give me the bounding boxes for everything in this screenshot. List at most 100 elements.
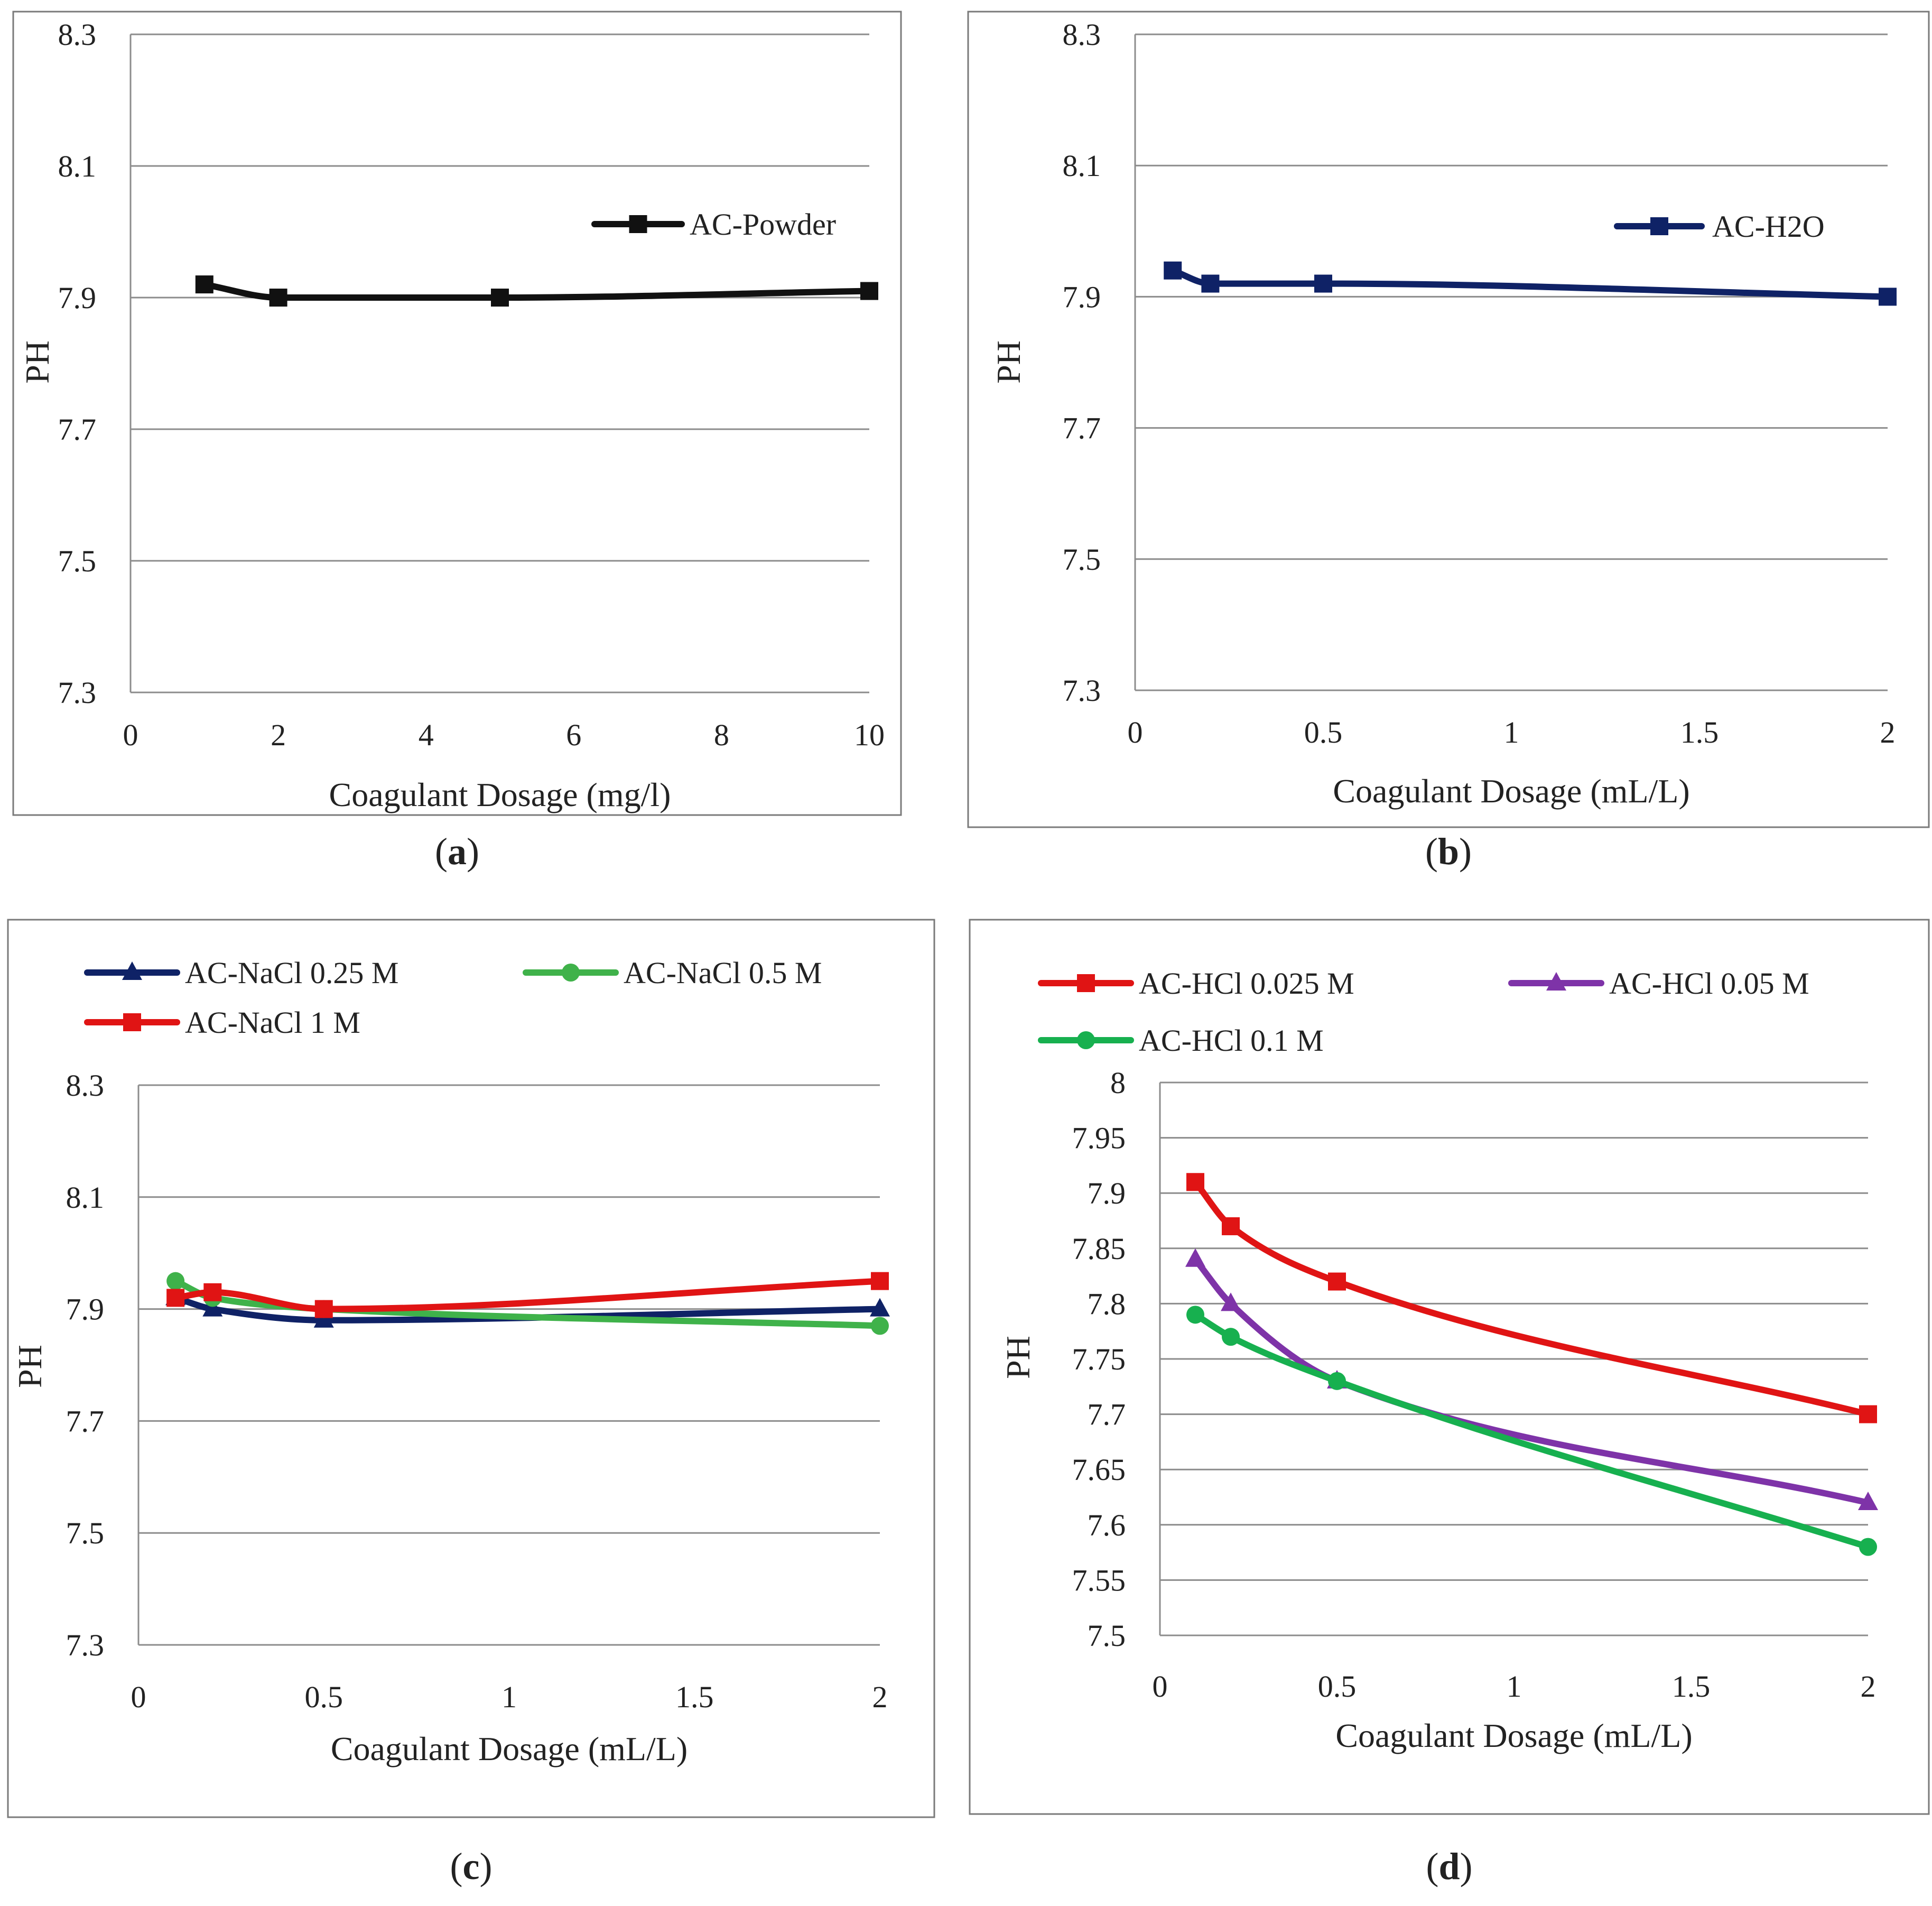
y-tick-label: 8.3 [1063, 17, 1101, 52]
x-tick-label: 1.5 [1672, 1669, 1711, 1704]
x-tick-label: 1 [1504, 715, 1519, 750]
data-point [1328, 1272, 1346, 1291]
series-line [172, 1278, 883, 1312]
legend-entry: AC-HCl 0.1 M [1038, 1023, 1324, 1058]
data-point [203, 1283, 222, 1301]
data-point [195, 275, 213, 294]
legend-marker [1077, 1031, 1095, 1049]
x-tick-label: 0.5 [305, 1680, 343, 1714]
x-tick-label: 2 [271, 718, 286, 752]
chart-frame [7, 919, 935, 1818]
y-tick-label: 7.7 [58, 412, 97, 447]
legend-marker [1546, 972, 1566, 991]
data-point [1185, 1248, 1205, 1267]
legend-label: AC-NaCl 0.5 M [624, 956, 822, 990]
legend-entry: AC-HCl 0.025 M [1038, 966, 1354, 1001]
chart-frame [969, 919, 1930, 1815]
panel-caption: (a) [435, 830, 479, 873]
series-ac-hcl-0-1-m [1186, 1306, 1877, 1556]
data-point [1222, 1328, 1240, 1346]
series-line [1192, 1256, 1871, 1506]
x-axis-label: Coagulant Dosage (mL/L) [331, 1730, 688, 1768]
y-tick-label: 8.3 [66, 1068, 105, 1103]
y-tick-label: 8.1 [58, 149, 97, 183]
x-tick-label: 0 [1153, 1669, 1168, 1704]
data-point [870, 1298, 890, 1317]
y-tick-label: 8 [1110, 1066, 1126, 1100]
y-tick-label: 7.9 [1088, 1176, 1126, 1210]
y-tick-label: 7.55 [1072, 1563, 1126, 1597]
series-ac-hcl-0-05-m [1185, 1248, 1878, 1510]
legend-label: AC-NaCl 1 M [185, 1005, 360, 1040]
y-tick-label: 7.65 [1072, 1452, 1126, 1487]
y-tick-label: 7.5 [58, 544, 97, 578]
series-line [201, 281, 872, 301]
chart-panel-c: 7.3 7.5 7.7 7.9 8.1 8.3 0 0.5 1 1.5 2 Coagulant Dos… [7, 919, 935, 1888]
legend-label: AC-Powder [690, 207, 836, 242]
x-tick-label: 4 [419, 718, 434, 752]
data-point [1858, 1491, 1878, 1510]
data-point [491, 289, 509, 307]
series-line [1169, 267, 1891, 300]
x-tick-label: 0 [123, 718, 138, 752]
data-point [1328, 1372, 1346, 1390]
y-tick-label: 7.85 [1072, 1232, 1126, 1266]
panel-caption: (b) [1425, 830, 1472, 873]
x-axis-label: Coagulant Dosage (mg/l) [329, 776, 671, 813]
data-point [202, 1298, 223, 1317]
data-point [1221, 1292, 1241, 1311]
legend-label: AC-HCl 0.05 M [1609, 966, 1809, 1001]
data-point [860, 282, 878, 300]
y-tick-label: 7.7 [66, 1404, 105, 1438]
y-tick-label: 7.3 [66, 1628, 105, 1662]
x-tick-label: 1 [501, 1680, 517, 1714]
chart-panel-b: 7.3 7.5 7.7 7.9 8.1 8.3 0 0.5 1 1.5 2 Coagulant Dos… [967, 11, 1930, 873]
data-point [1186, 1173, 1204, 1191]
legend-entry: AC-H2O [1614, 209, 1825, 244]
x-tick-label: 2 [1880, 715, 1896, 750]
legend-marker [629, 215, 647, 233]
y-tick-label: 7.5 [1088, 1618, 1126, 1653]
data-point [313, 1309, 334, 1328]
x-tick-label: 2 [1861, 1669, 1876, 1704]
panel-caption: (c) [450, 1845, 493, 1888]
y-tick-label: 7.5 [66, 1516, 105, 1550]
data-point [1879, 288, 1897, 306]
data-point [166, 1272, 185, 1290]
data-point [871, 1272, 889, 1290]
y-axis-label: PH [18, 340, 56, 384]
y-tick-label: 7.9 [58, 281, 97, 315]
series-ac-hcl-0-025-m [1186, 1173, 1877, 1423]
y-tick-label: 8.1 [1063, 149, 1101, 183]
y-axis-label: PH [990, 340, 1027, 384]
data-point [1201, 274, 1220, 293]
data-point [1859, 1405, 1877, 1423]
legend-marker [1077, 974, 1095, 992]
chart-frame [967, 11, 1930, 828]
series-ac-powder [195, 275, 878, 307]
data-point [871, 1317, 889, 1335]
x-axis-label: Coagulant Dosage (mL/L) [1333, 772, 1689, 810]
legend-marker [122, 961, 142, 980]
y-tick-label: 7.75 [1072, 1342, 1126, 1376]
x-tick-label: 10 [854, 718, 885, 752]
legend-label: AC-HCl 0.1 M [1139, 1023, 1324, 1058]
legend-marker [1650, 217, 1668, 235]
y-tick-label: 7.9 [1063, 280, 1101, 314]
y-tick-label: 7.9 [66, 1292, 105, 1327]
y-tick-label: 7.3 [1063, 673, 1101, 708]
series-line [1192, 1179, 1871, 1418]
x-tick-label: 6 [566, 718, 581, 752]
legend-label: AC-H2O [1712, 209, 1825, 244]
series-ac-h2o [1164, 261, 1897, 306]
data-point [1859, 1538, 1877, 1556]
y-tick-label: 7.7 [1088, 1398, 1126, 1432]
y-tick-label: 7.7 [1063, 411, 1101, 446]
y-tick-label: 7.8 [1088, 1287, 1126, 1321]
legend-entry: AC-NaCl 0.25 M [84, 956, 398, 990]
y-tick-label: 8.3 [58, 17, 97, 52]
data-point [1222, 1217, 1240, 1235]
x-axis-label: Coagulant Dosage (mL/L) [1335, 1717, 1692, 1754]
legend-entry: AC-HCl 0.05 M [1508, 966, 1809, 1001]
